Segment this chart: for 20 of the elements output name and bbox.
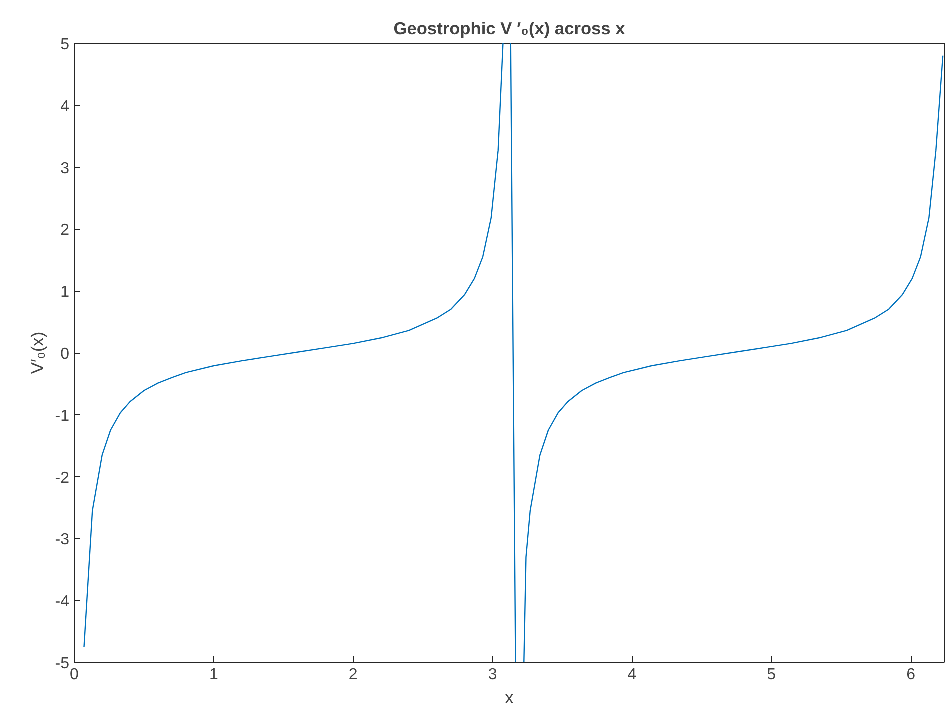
x-tick-label: 5	[767, 666, 776, 684]
x-tick-label: 4	[628, 666, 637, 684]
x-tick-label: 3	[488, 666, 498, 684]
y-tick-label: -5	[55, 656, 70, 672]
x-axis-title: x	[505, 688, 514, 708]
y-tick-label: -4	[55, 594, 70, 611]
x-tick-label: 1	[209, 666, 218, 684]
x-tick-label: 6	[906, 666, 916, 684]
y-tick-label: -3	[55, 532, 70, 549]
y-tick-label: 1	[60, 284, 70, 302]
y-tick-label: 4	[60, 98, 70, 116]
y-tick-label: -1	[55, 408, 70, 425]
y-tick-label: 0	[60, 346, 70, 363]
y-tick-label: 2	[60, 222, 70, 240]
x-tick-label: 2	[348, 666, 358, 684]
y-tick-label: 3	[60, 160, 70, 178]
y-tick-label: -2	[55, 470, 70, 487]
y-axis-title: V′₀(x)	[27, 332, 48, 374]
chart-title: Geostrophic V ′₀(x) across x	[394, 18, 626, 38]
y-tick-label: 5	[60, 36, 70, 54]
